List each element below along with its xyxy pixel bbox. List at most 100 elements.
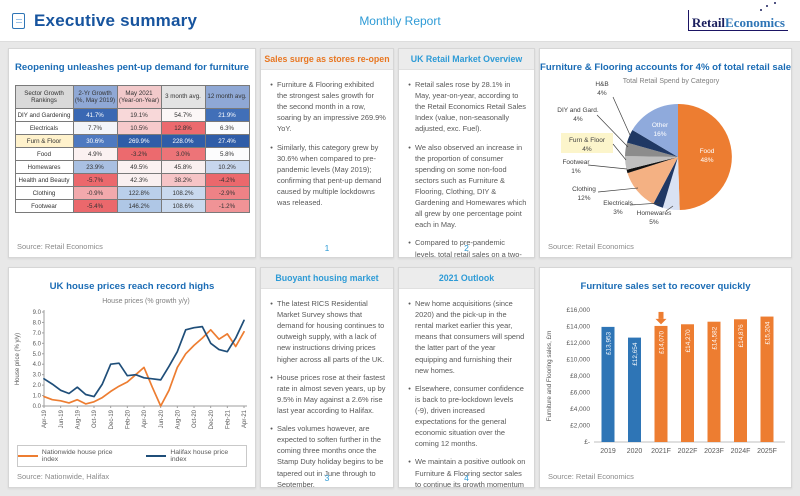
- bullet-item: • Furniture & Flooring exhibited the stro…: [270, 80, 386, 134]
- value-cell: 45.8%: [160, 160, 206, 174]
- market-overview-bullets: • Retail sales rose by 28.1% in May, year…: [404, 79, 529, 257]
- bullet-item: • Elsewhere, consumer confidence is back …: [408, 383, 524, 449]
- value-cell: 146.2%: [116, 199, 162, 213]
- value-cell: 4.9%: [72, 147, 118, 161]
- sector-growth-table: Sector Growth Rankings 2-Yr Growth (%, Ma…: [14, 85, 250, 213]
- svg-text:5.0: 5.0: [33, 352, 42, 358]
- svg-text:£15,204: £15,204: [765, 321, 772, 345]
- panel-grid: Reopening unleashes pent-up demand for f…: [0, 42, 800, 488]
- page-title: Executive summary: [34, 10, 198, 30]
- value-cell: 42.3%: [116, 173, 162, 187]
- logo-dot: [766, 5, 768, 7]
- svg-text:2.0: 2.0: [33, 383, 42, 389]
- value-cell: 21.9%: [204, 108, 250, 122]
- svg-text:7.0: 7.0: [33, 331, 42, 337]
- value-cell: 54.7%: [160, 108, 206, 122]
- halifax-line-swatch: [146, 455, 167, 457]
- value-cell: -0.9%: [72, 186, 118, 200]
- housing-market-title: Buoyant housing market: [261, 268, 393, 289]
- svg-text:£14,270: £14,270: [685, 329, 692, 353]
- svg-text:£2,000: £2,000: [570, 423, 590, 430]
- svg-text:Jun-20: Jun-20: [159, 409, 165, 428]
- svg-text:£13,953: £13,953: [606, 331, 613, 355]
- sales-surge-bullets: • Furniture & Flooring exhibited the stro…: [266, 79, 388, 208]
- svg-text:2020: 2020: [627, 448, 643, 455]
- svg-text:1.0: 1.0: [33, 394, 42, 400]
- svg-text:£12,000: £12,000: [567, 340, 591, 347]
- line-panel-title: UK house prices reach record highs: [49, 281, 215, 292]
- svg-text:9.0: 9.0: [33, 310, 42, 316]
- furniture-sales-bar-panel: Furniture sales set to recover quickly F…: [539, 267, 792, 488]
- svg-text:Oct-20: Oct-20: [192, 409, 198, 428]
- value-cell: 10.5%: [116, 121, 162, 135]
- svg-text:2025F: 2025F: [757, 448, 777, 455]
- bullet-item: • House prices rose at their fastest rate…: [270, 372, 386, 415]
- svg-text:£14,000: £14,000: [567, 324, 591, 331]
- line-source: Source: Nationwide, Halifax: [17, 472, 110, 481]
- bar-source: Source: Retail Economics: [548, 472, 634, 481]
- table-panel-title: Reopening unleashes pent-up demand for f…: [15, 62, 249, 73]
- svg-text:Jun-19: Jun-19: [59, 409, 65, 428]
- sector-label-cell: Furn & Floor: [14, 134, 74, 148]
- svg-text:DIY and Gard.4%: DIY and Gard. 4%: [557, 107, 599, 123]
- table-row: Health and Beauty -5.7% 42.3% 38.2% -4.2%: [14, 173, 250, 187]
- value-cell: 23.9%: [72, 160, 118, 174]
- svg-text:£6,000: £6,000: [570, 390, 590, 397]
- value-cell: 27.4%: [204, 134, 250, 148]
- value-cell: -1.2%: [204, 199, 250, 213]
- table-row: Homewares 23.9% 49.5% 45.8% 10.2%: [14, 160, 250, 174]
- legend-item-nationwide: Nationwide house price index: [18, 449, 130, 463]
- housing-market-bullets: • The latest RICS Residential Market Surv…: [266, 298, 388, 487]
- sales-surge-title: Sales surge as stores re-open: [261, 49, 393, 70]
- svg-text:Total Retail Spend by Category: Total Retail Spend by Category: [623, 78, 720, 85]
- svg-text:£14,070: £14,070: [659, 330, 666, 354]
- value-cell: 49.5%: [116, 160, 162, 174]
- value-cell: 12.8%: [160, 121, 206, 135]
- value-cell: 6.3%: [204, 121, 250, 135]
- page-number-1: 1: [324, 243, 330, 253]
- bar-panel-title: Furniture sales set to recover quickly: [580, 281, 751, 292]
- bullet-item: • Retail sales rose by 28.1% in May, year…: [408, 80, 526, 134]
- svg-text:3.0: 3.0: [33, 373, 42, 379]
- table-column-header: Sector Growth Rankings: [14, 85, 74, 109]
- sales-surge-panel: Sales surge as stores re-open • Furniture…: [260, 48, 394, 258]
- table-column-header: 3 month avg.: [160, 85, 206, 109]
- svg-text:House prices (% growth y/y): House prices (% growth y/y): [102, 298, 190, 305]
- svg-text:Feb-21: Feb-21: [226, 409, 232, 429]
- svg-text:Feb-20: Feb-20: [126, 409, 132, 429]
- table-row: Furn & Floor 30.6% 269.9% 228.0% 27.4%: [14, 134, 250, 148]
- outlook-panel: 2021 Outlook • New home acquisitions (sin…: [398, 267, 535, 488]
- page-number-3: 3: [324, 473, 330, 483]
- house-price-line-panel: UK house prices reach record highs House…: [8, 267, 256, 488]
- svg-text:£14,876: £14,876: [738, 324, 745, 348]
- value-cell: -4.2%: [204, 173, 250, 187]
- value-cell: 19.1%: [116, 108, 162, 122]
- svg-text:8.0: 8.0: [33, 320, 42, 326]
- value-cell: 30.6%: [72, 134, 118, 148]
- sector-label-cell: Health and Beauty: [14, 173, 74, 187]
- halifax-legend-label: Halifax house price index: [170, 449, 229, 463]
- table-column-header: 12 month avg.: [204, 85, 250, 109]
- svg-text:2021F: 2021F: [651, 448, 671, 455]
- bullet-item: • We maintain a positive outlook on Furni…: [408, 457, 526, 488]
- value-cell: -5.4%: [72, 199, 118, 213]
- bullet-item: • Similarly, this category grew by 30.6% …: [270, 142, 382, 208]
- value-cell: 108.2%: [160, 186, 206, 200]
- value-cell: -3.2%: [116, 147, 162, 161]
- logo-text-economics: Economics: [725, 15, 785, 30]
- logo-dot: [760, 9, 762, 11]
- svg-text:Apr-19: Apr-19: [42, 409, 48, 428]
- svg-text:2023F: 2023F: [704, 448, 724, 455]
- sector-label-cell: DIY and Gardening: [14, 108, 74, 122]
- retail-spend-pie-panel: Furniture & Flooring accounts for 4% of …: [539, 48, 792, 258]
- value-cell: -2.9%: [204, 186, 250, 200]
- svg-text:2024F: 2024F: [731, 448, 751, 455]
- svg-text:0.0: 0.0: [33, 404, 42, 410]
- table-column-header: 2-Yr Growth (%, May 2019): [72, 85, 118, 109]
- svg-text:2022F: 2022F: [678, 448, 698, 455]
